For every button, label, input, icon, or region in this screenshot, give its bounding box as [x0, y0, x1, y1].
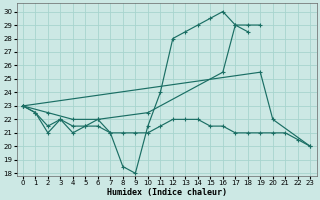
X-axis label: Humidex (Indice chaleur): Humidex (Indice chaleur)	[107, 188, 227, 197]
